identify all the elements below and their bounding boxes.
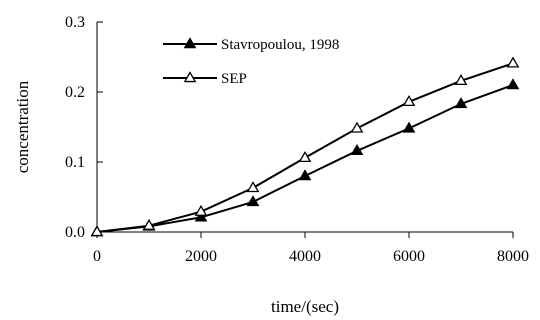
x-axis: 0 2000 4000 6000 8000 — [93, 231, 529, 265]
data-point — [246, 181, 260, 193]
y-tick-label: 0.3 — [65, 14, 85, 31]
y-tick-label: 0.0 — [65, 224, 85, 241]
data-point — [194, 210, 208, 222]
x-axis-title: time/(sec) — [271, 297, 339, 316]
legend-item: Stavropoulou, 1998 — [163, 37, 339, 53]
plot-area — [90, 56, 520, 237]
data-point — [350, 121, 364, 133]
data-point — [402, 94, 416, 107]
legend-label: Stavropoulou, 1998 — [221, 37, 339, 53]
data-point — [454, 97, 468, 109]
data-point — [506, 78, 520, 90]
x-tick-label: 0 — [93, 248, 101, 265]
y-tick-label: 0.2 — [65, 84, 85, 101]
data-point — [298, 150, 312, 163]
y-axis: 0.0 0.1 0.2 0.3 — [65, 14, 103, 241]
data-point — [454, 73, 468, 86]
legend-marker — [183, 71, 197, 83]
data-point — [142, 218, 156, 230]
x-tick-label: 4000 — [289, 248, 321, 265]
x-tick-label: 6000 — [393, 248, 425, 265]
data-point — [298, 169, 312, 181]
data-point — [194, 204, 208, 216]
legend: Stavropoulou, 1998 SEP — [163, 37, 339, 87]
data-point — [350, 143, 364, 156]
legend-label: SEP — [221, 71, 247, 87]
data-point — [246, 195, 260, 207]
y-tick-label: 0.1 — [65, 154, 85, 171]
data-point — [90, 225, 104, 237]
y-axis-title: concentration — [13, 80, 32, 173]
legend-item: SEP — [163, 71, 247, 87]
x-tick-label: 2000 — [185, 248, 217, 265]
series-line — [96, 62, 514, 233]
series-sep — [90, 56, 520, 237]
data-point — [402, 121, 416, 133]
x-tick-label: 8000 — [497, 248, 529, 265]
legend-marker — [183, 37, 197, 49]
data-point — [506, 56, 520, 68]
